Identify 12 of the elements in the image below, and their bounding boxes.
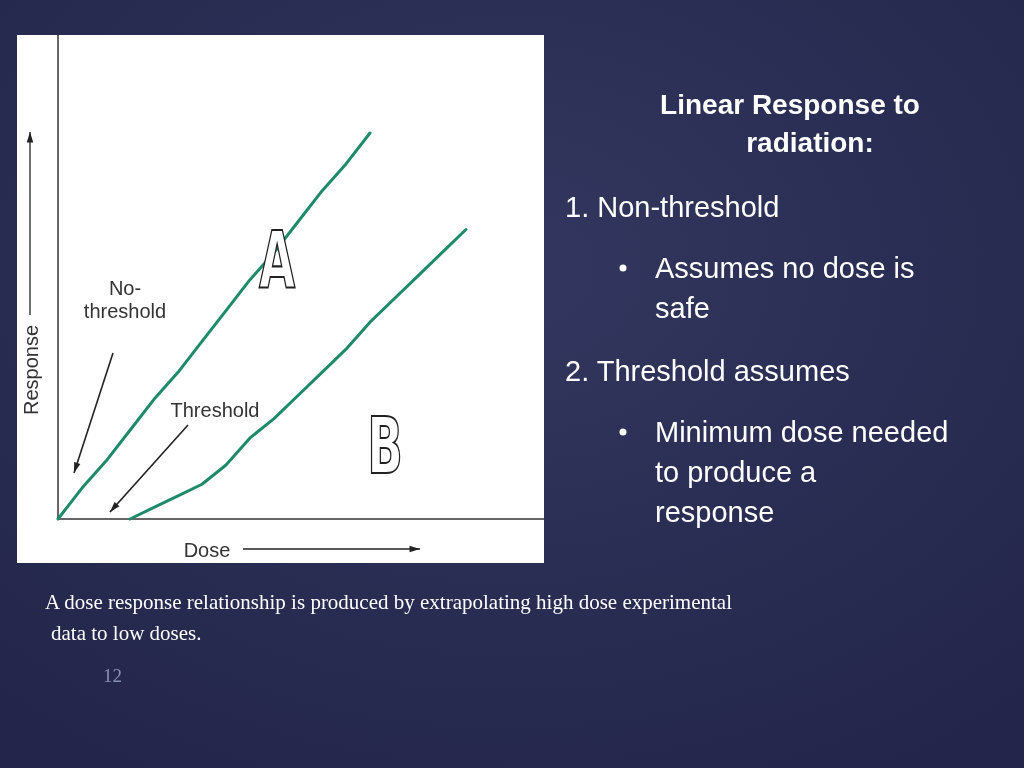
series-label: Threshold (170, 399, 260, 421)
text: 2. Threshold assumes (565, 355, 850, 387)
y-axis-title: Response (20, 324, 42, 416)
text: A dose response relationship is produced by extrapolating high dose experimental data to low doses. (45, 590, 733, 645)
text: No-threshold (83, 277, 167, 322)
text: 1. Non-threshold (565, 191, 780, 223)
annotation: B (367, 400, 403, 492)
x-axis-title: Dose (183, 539, 231, 561)
text: Linear Response to radiation: (660, 89, 920, 158)
text: Assumes no dose is safe (655, 252, 915, 324)
text: Minimum dose needed to produce a response (655, 416, 949, 528)
text: 12 (103, 665, 122, 686)
